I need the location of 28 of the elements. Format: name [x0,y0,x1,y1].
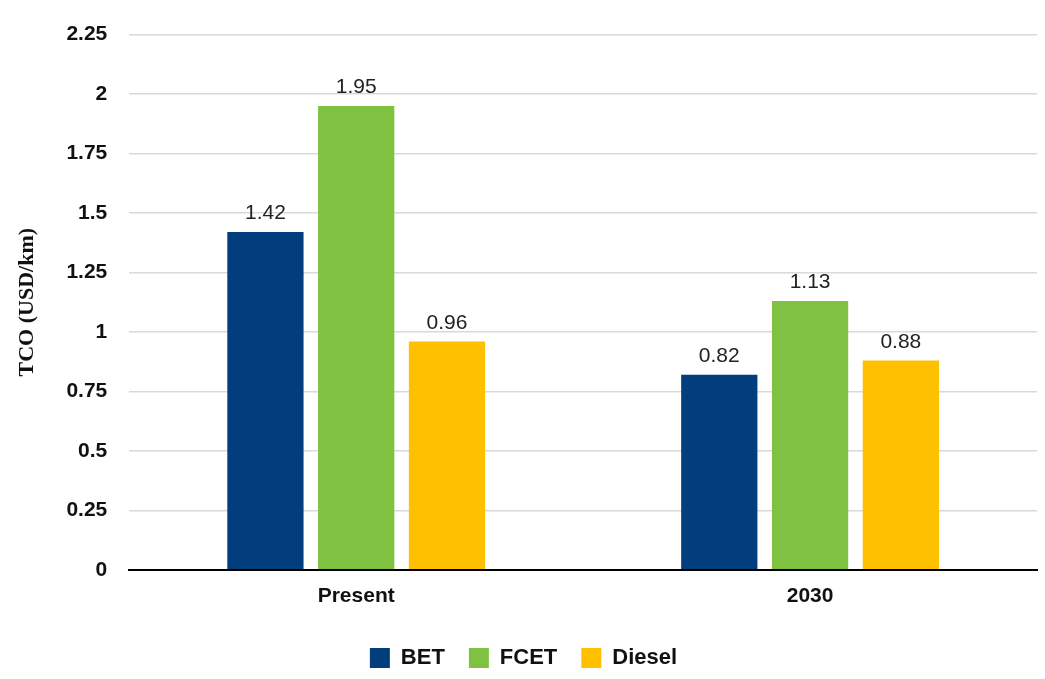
x-tick-label: 2030 [786,583,834,607]
y-tick-label: 0.75 [66,378,108,402]
y-tick-label: 1.25 [66,259,108,283]
y-tick-label: 1 [95,318,108,342]
bar [771,301,849,570]
y-tick-label: 0.25 [66,497,108,521]
x-tick-label: Present [317,583,395,607]
data-label: 1.95 [335,74,377,98]
data-label: 0.82 [698,343,740,367]
data-label: 1.42 [244,200,286,224]
data-label: 0.96 [426,309,468,333]
bar [862,360,939,570]
legend-label: Diesel [612,644,678,670]
legend-label: FCET [499,644,558,670]
data-label: 1.13 [789,269,831,293]
data-label: 0.88 [880,328,922,352]
y-tick-label: 2.25 [66,21,108,45]
bar [408,341,486,570]
y-tick-label: 0 [95,556,108,580]
bar [318,105,395,570]
y-axis-title: TCO (USD/km) [12,227,38,377]
y-tick-label: 2 [95,80,108,104]
legend-label: BET [400,644,446,670]
y-tick-label: 1.75 [66,140,108,164]
bar [681,374,758,570]
y-tick-label: 0.5 [78,437,108,461]
bar [227,232,304,570]
y-tick-label: 1.5 [78,199,108,223]
